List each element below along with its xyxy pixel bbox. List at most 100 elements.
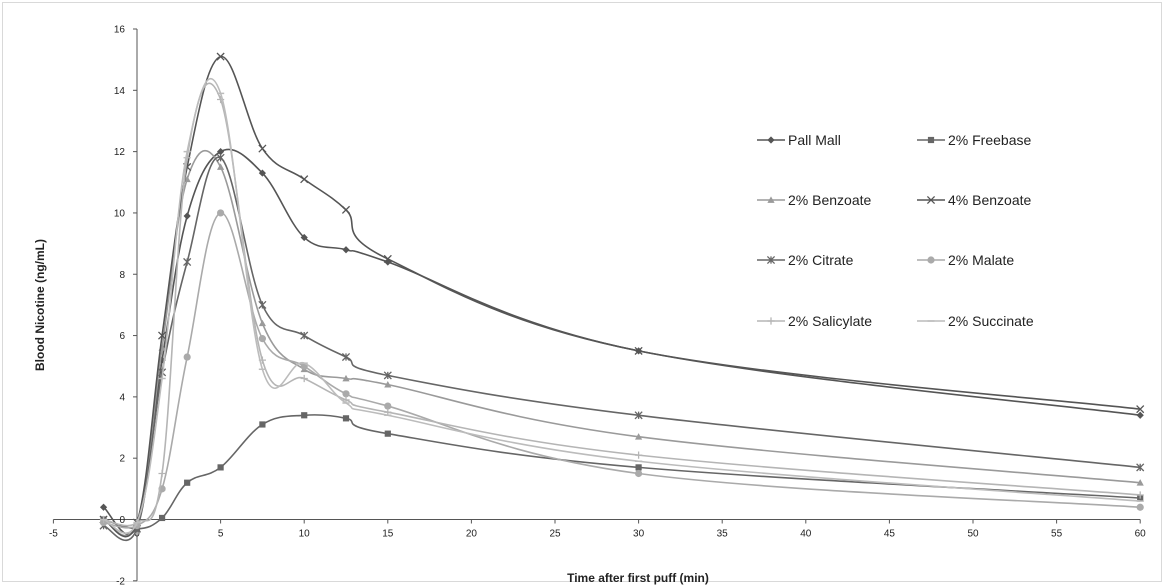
data-point	[635, 464, 642, 471]
x-tick-label: -5	[49, 529, 58, 540]
data-point	[341, 352, 351, 362]
legend-marker	[927, 256, 935, 264]
data-point	[634, 411, 643, 420]
data-point	[300, 233, 308, 242]
data-point	[158, 331, 167, 340]
data-point	[342, 374, 350, 382]
y-tick-label: 12	[114, 147, 126, 158]
x-tick-label: 15	[382, 529, 394, 540]
x-tick-label: 5	[218, 529, 224, 540]
data-point	[384, 402, 392, 410]
y-tick-label: 8	[119, 270, 125, 281]
data-point	[259, 421, 266, 428]
data-point	[635, 469, 643, 478]
y-tick-label: 10	[114, 208, 126, 219]
x-tick-label: 50	[967, 529, 979, 540]
legend-item: 2% Malate	[917, 252, 1014, 268]
x-tick-label: 35	[717, 529, 729, 540]
legend-label: 4% Benzoate	[948, 192, 1031, 208]
y-tick-label: 0	[119, 515, 125, 526]
data-point	[1136, 411, 1144, 419]
data-point	[258, 335, 266, 343]
legend-label: 2% Malate	[948, 252, 1014, 268]
data-point	[1136, 405, 1145, 414]
x-tick-label: 30	[633, 529, 645, 540]
data-point	[384, 381, 392, 388]
x-axis-title: Time after first puff (min)	[567, 571, 709, 585]
series-layer	[99, 52, 1145, 542]
legend-item: 2% Citrate	[757, 252, 854, 268]
y-tick-label: 6	[119, 331, 125, 342]
data-point	[1136, 479, 1144, 486]
data-point	[300, 175, 309, 184]
legend-label: 2% Benzoate	[788, 192, 871, 208]
legend-marker	[767, 136, 775, 144]
data-point	[158, 356, 166, 364]
y-tick-label: 14	[114, 86, 126, 97]
data-point	[383, 371, 392, 380]
series-2-succinate	[99, 77, 1144, 534]
legend-marker	[767, 317, 775, 325]
data-point	[183, 353, 191, 361]
data-point	[634, 346, 643, 355]
chart-legend: Pall Mall 2% Freebase 2% Benzoate 4% Benzoa…	[757, 132, 1034, 329]
legend-item: 2% Salicylate	[757, 313, 872, 329]
legend-item: Pall Mall	[757, 132, 841, 148]
y-tick-label: 4	[119, 392, 125, 403]
x-tick-label: 20	[466, 529, 478, 540]
data-point	[99, 503, 108, 511]
data-point	[183, 212, 191, 220]
y-tick-label: 16	[114, 25, 126, 36]
x-tick-label: 60	[1135, 529, 1147, 540]
data-point	[217, 209, 225, 217]
legend-label: 2% Succinate	[948, 313, 1034, 329]
data-point	[341, 205, 351, 214]
data-point	[342, 246, 350, 254]
x-tick-label: 40	[800, 529, 812, 540]
series-4-benzoate	[99, 52, 1145, 538]
chart-axes: -5 0 5 10 15 20 25 30 35 40 45 50 55 60 -2 0 2 4 6 8 10 12 14 1…	[49, 25, 1146, 586]
data-point	[342, 415, 350, 422]
legend-item: 4% Benzoate	[917, 192, 1031, 208]
data-point	[258, 300, 267, 309]
data-point	[635, 433, 643, 440]
data-point	[217, 148, 225, 156]
legend-marker	[766, 255, 776, 265]
data-point	[258, 144, 267, 153]
data-point	[217, 464, 224, 471]
legend-label: 2% Salicylate	[788, 313, 872, 329]
legend-label: 2% Citrate	[788, 252, 854, 268]
data-point	[1136, 491, 1144, 499]
legend-item: 2% Succinate	[917, 313, 1034, 329]
y-axis-title: Blood Nicotine (ng/mL)	[33, 239, 47, 371]
data-point	[216, 52, 225, 61]
y-tick-label: -2	[116, 576, 125, 586]
data-point	[635, 451, 643, 459]
data-point	[158, 469, 166, 478]
data-point	[300, 374, 308, 383]
legend-item: 2% Benzoate	[757, 192, 871, 208]
data-point	[184, 479, 191, 486]
data-point	[183, 257, 192, 267]
legend-label: 2% Freebase	[948, 132, 1031, 148]
x-tick-label: 45	[884, 529, 896, 540]
x-tick-label: 55	[1051, 529, 1063, 540]
legend-marker	[926, 195, 936, 205]
x-tick-label: 25	[549, 529, 561, 540]
x-tick-label: 0	[134, 529, 140, 540]
legend-item: 2% Freebase	[917, 132, 1031, 148]
data-point	[216, 153, 225, 162]
legend-marker	[927, 136, 935, 144]
y-tick-label: 2	[119, 454, 125, 465]
data-point	[301, 412, 308, 419]
data-point	[217, 163, 225, 170]
series-line	[103, 212, 1141, 529]
data-point	[384, 430, 391, 437]
data-point	[258, 319, 266, 327]
data-point	[183, 175, 191, 183]
data-point	[158, 514, 166, 522]
data-point	[300, 331, 309, 340]
data-point	[383, 254, 392, 263]
